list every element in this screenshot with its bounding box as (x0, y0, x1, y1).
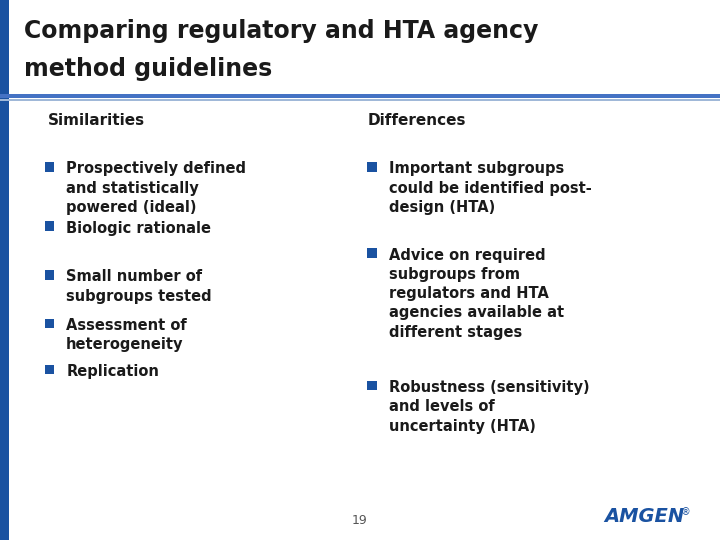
Text: method guidelines: method guidelines (24, 57, 273, 80)
FancyBboxPatch shape (45, 364, 54, 374)
Text: Similarities: Similarities (48, 113, 145, 129)
FancyBboxPatch shape (0, 94, 720, 98)
Text: Replication: Replication (66, 364, 159, 379)
Text: Important subgroups
could be identified post-
design (HTA): Important subgroups could be identified … (389, 161, 592, 215)
Text: Comparing regulatory and HTA agency: Comparing regulatory and HTA agency (24, 19, 539, 43)
FancyBboxPatch shape (45, 162, 54, 172)
FancyBboxPatch shape (367, 162, 377, 172)
Text: ®: ® (680, 507, 690, 517)
Text: Small number of
subgroups tested: Small number of subgroups tested (66, 269, 212, 303)
Text: 19: 19 (352, 514, 368, 526)
Text: Robustness (sensitivity)
and levels of
uncertainty (HTA): Robustness (sensitivity) and levels of u… (389, 380, 590, 434)
FancyBboxPatch shape (45, 221, 54, 231)
FancyBboxPatch shape (45, 270, 54, 280)
Text: Biologic rationale: Biologic rationale (66, 221, 211, 236)
Text: AMGEN: AMGEN (604, 508, 685, 526)
FancyBboxPatch shape (0, 99, 720, 101)
Text: Assessment of
heterogeneity: Assessment of heterogeneity (66, 318, 187, 352)
FancyBboxPatch shape (367, 248, 377, 258)
FancyBboxPatch shape (0, 0, 9, 540)
Text: Advice on required
subgroups from
regulators and HTA
agencies available at
diffe: Advice on required subgroups from regula… (389, 248, 564, 340)
FancyBboxPatch shape (367, 381, 377, 390)
Text: Prospectively defined
and statistically
powered (ideal): Prospectively defined and statistically … (66, 161, 246, 215)
Text: Differences: Differences (367, 113, 466, 129)
FancyBboxPatch shape (45, 319, 54, 328)
